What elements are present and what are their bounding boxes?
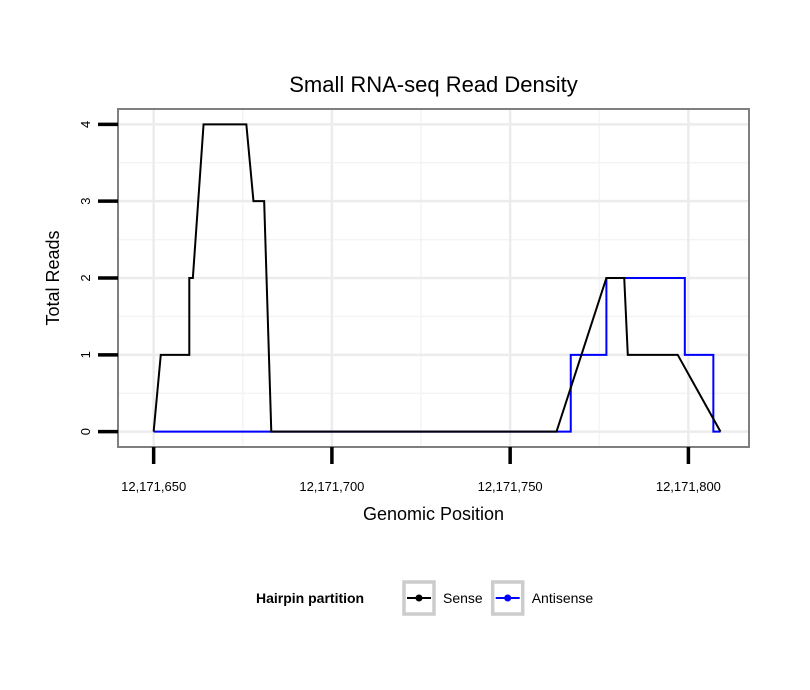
chart-title: Small RNA-seq Read Density — [289, 72, 578, 97]
legend-title: Hairpin partition — [256, 590, 364, 606]
y-tick-label: 1 — [78, 351, 93, 358]
y-tick-label: 0 — [78, 428, 93, 435]
y-tick-label: 4 — [78, 121, 93, 128]
x-tick-label: 12,171,800 — [656, 479, 721, 494]
legend-label: Antisense — [532, 590, 594, 606]
legend-item-antisense: Antisense — [490, 580, 594, 616]
x-tick-label: 12,171,700 — [299, 479, 364, 494]
series-lines — [152, 123, 722, 433]
y-axis-title: Total Reads — [43, 230, 63, 325]
x-tick-label: 12,171,650 — [121, 479, 186, 494]
series-line-antisense — [153, 277, 721, 433]
x-tick-label: 12,171,750 — [478, 479, 543, 494]
y-tick-label: 3 — [78, 198, 93, 205]
axes: 0 1 2 3 4 12,171,650 12,171,700 12,171,750 12,17… — [78, 121, 721, 494]
legend-key-point — [504, 594, 512, 602]
x-axis-title: Genomic Position — [363, 504, 504, 524]
legend-item-sense: Sense — [402, 580, 483, 616]
legend-key-point — [415, 594, 423, 602]
series-line-sense — [152, 123, 722, 433]
legend: Hairpin partition Sense Antisense — [256, 580, 594, 616]
legend-label: Sense — [443, 590, 483, 606]
y-tick-label: 2 — [78, 274, 93, 281]
